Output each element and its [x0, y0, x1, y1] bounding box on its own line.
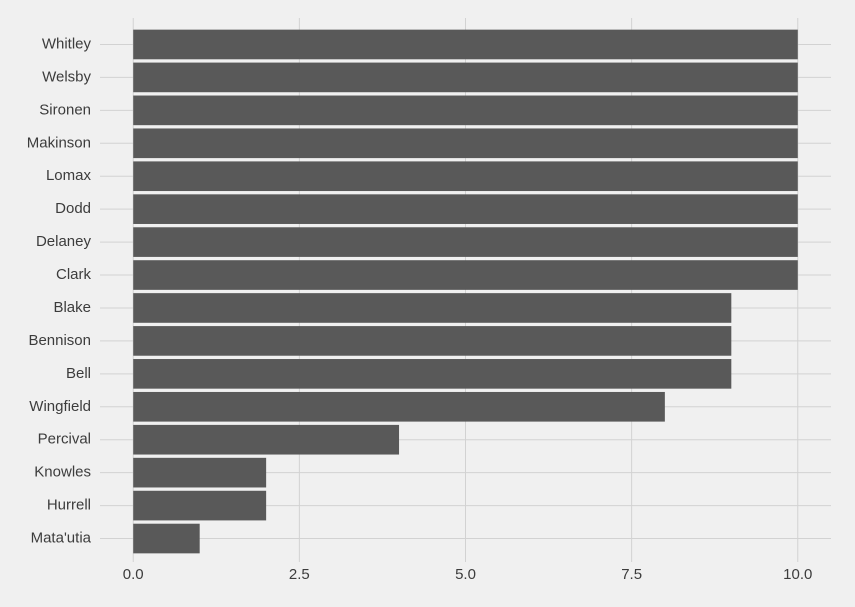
bar	[133, 293, 732, 323]
x-tick-label: 10.0	[783, 566, 812, 583]
bar	[133, 227, 798, 257]
y-tick-label: Hurrell	[47, 497, 91, 514]
y-tick-label: Sironen	[39, 101, 91, 118]
x-tick-label: 5.0	[455, 566, 476, 583]
x-tick-label: 2.5	[289, 566, 310, 583]
bar	[133, 161, 798, 192]
bar	[133, 128, 798, 159]
bar	[133, 359, 732, 389]
bar	[133, 523, 200, 554]
bar	[133, 457, 267, 488]
bar	[133, 326, 732, 356]
bar	[133, 29, 798, 60]
bar	[133, 490, 267, 521]
bar	[133, 424, 400, 455]
y-tick-label: Blake	[53, 299, 91, 316]
y-tick-label: Whitley	[42, 35, 92, 52]
bar	[133, 62, 798, 93]
y-tick-label: Clark	[56, 266, 92, 283]
y-tick-label: Delaney	[36, 233, 92, 250]
bar	[133, 260, 798, 290]
bar	[133, 391, 665, 422]
y-tick-label: Wingfield	[29, 398, 91, 415]
y-tick-label: Makinson	[27, 134, 91, 151]
y-tick-label: Knowles	[34, 464, 91, 481]
y-tick-label: Percival	[38, 431, 91, 448]
x-tick-label: 7.5	[621, 566, 642, 583]
y-tick-label: Dodd	[55, 200, 91, 217]
x-tick-label: 0.0	[123, 566, 144, 583]
y-tick-label: Welsby	[42, 68, 91, 85]
bar	[133, 194, 798, 224]
y-tick-label: Bell	[66, 365, 91, 382]
y-tick-label: Bennison	[28, 332, 91, 349]
y-tick-label: Lomax	[46, 167, 92, 184]
bar	[133, 95, 798, 126]
y-tick-label: Mata'utia	[31, 530, 92, 547]
